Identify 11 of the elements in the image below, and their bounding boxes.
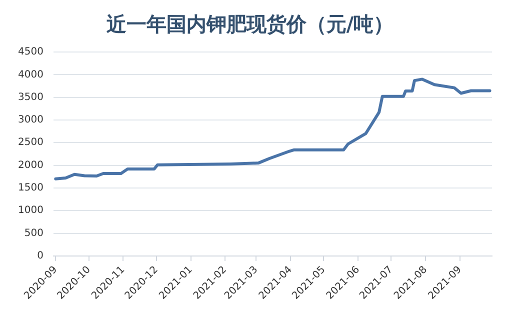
y-tick-label: 1000 (18, 205, 44, 216)
y-tick-label: 2000 (18, 160, 44, 171)
y-tick-label: 4000 (18, 69, 44, 80)
y-tick-label: 3000 (18, 114, 44, 126)
chart-title: 近一年国内钾肥现货价（元/吨） (105, 12, 394, 36)
y-tick-label: 4500 (18, 46, 44, 58)
y-tick-label: 0 (37, 250, 44, 262)
y-tick-label: 2500 (18, 137, 44, 148)
y-tick-label: 1500 (18, 182, 44, 194)
y-tick-label: 3500 (18, 92, 44, 103)
y-tick-label: 500 (24, 228, 44, 239)
